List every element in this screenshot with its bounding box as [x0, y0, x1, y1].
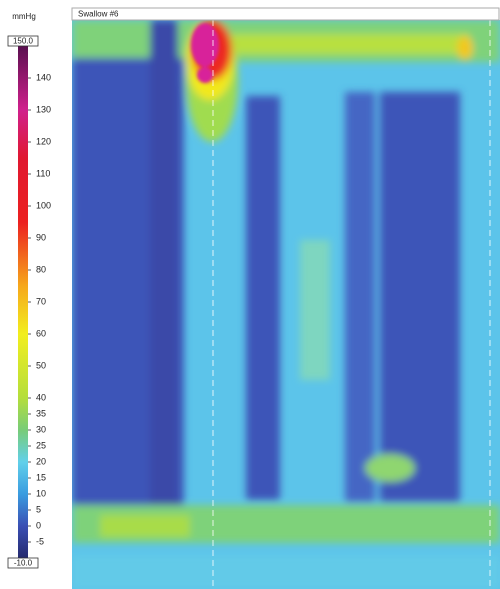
colorbar-tick-label: 80 [36, 264, 46, 274]
colorbar-tick-label: 120 [36, 136, 51, 146]
colorbar-tick-label: 35 [36, 408, 46, 418]
colorbar-tick-label: 40 [36, 392, 46, 402]
colorbar-tick-label: 130 [36, 104, 51, 114]
colorbar-tick-label: 0 [36, 520, 41, 530]
colorbar-tick-label: 5 [36, 504, 41, 514]
colorbar-tick-label: 25 [36, 440, 46, 450]
colorbar-tick-label: 70 [36, 296, 46, 306]
heatmap [72, 20, 500, 589]
colorbar-limit-label: 150.0 [13, 37, 34, 46]
colorbar-unit: mmHg [12, 12, 36, 21]
title-bar [71, 7, 500, 21]
colorbar-tick-label: 90 [36, 232, 46, 242]
colorbar-limit-box [7, 557, 39, 569]
colorbar-tick-label: 15 [36, 472, 46, 482]
colorbar-labels: 150.0-10.0140130120110100908070605040353… [7, 35, 51, 569]
colorbar-limit-label: -10.0 [14, 559, 33, 568]
colorbar-tick-label: 100 [36, 200, 51, 210]
colorbar-tick-label: 30 [36, 424, 46, 434]
colorbar-tick-label: 140 [36, 72, 51, 82]
window-title: Swallow #6 [78, 10, 119, 19]
colorbar-tick-label: 20 [36, 456, 46, 466]
colorbar-tick-label: 60 [36, 328, 46, 338]
colorbar-tick-label: 10 [36, 488, 46, 498]
colorbar-tick-label: -5 [36, 536, 44, 546]
colorbar-tick-label: 110 [36, 168, 50, 178]
colorbar-limit-box [7, 35, 39, 47]
colorbar-tick-label: 50 [36, 360, 46, 370]
colorbar [18, 46, 28, 558]
